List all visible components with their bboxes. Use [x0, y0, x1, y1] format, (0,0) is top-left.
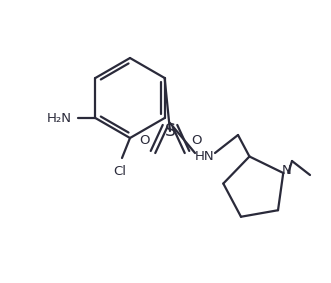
Text: Cl: Cl — [114, 165, 126, 178]
Text: H₂N: H₂N — [46, 112, 71, 125]
Text: S: S — [165, 122, 175, 140]
Text: O: O — [139, 134, 149, 147]
Text: O: O — [191, 134, 201, 147]
Text: N: N — [281, 164, 291, 177]
Text: HN: HN — [195, 149, 215, 162]
